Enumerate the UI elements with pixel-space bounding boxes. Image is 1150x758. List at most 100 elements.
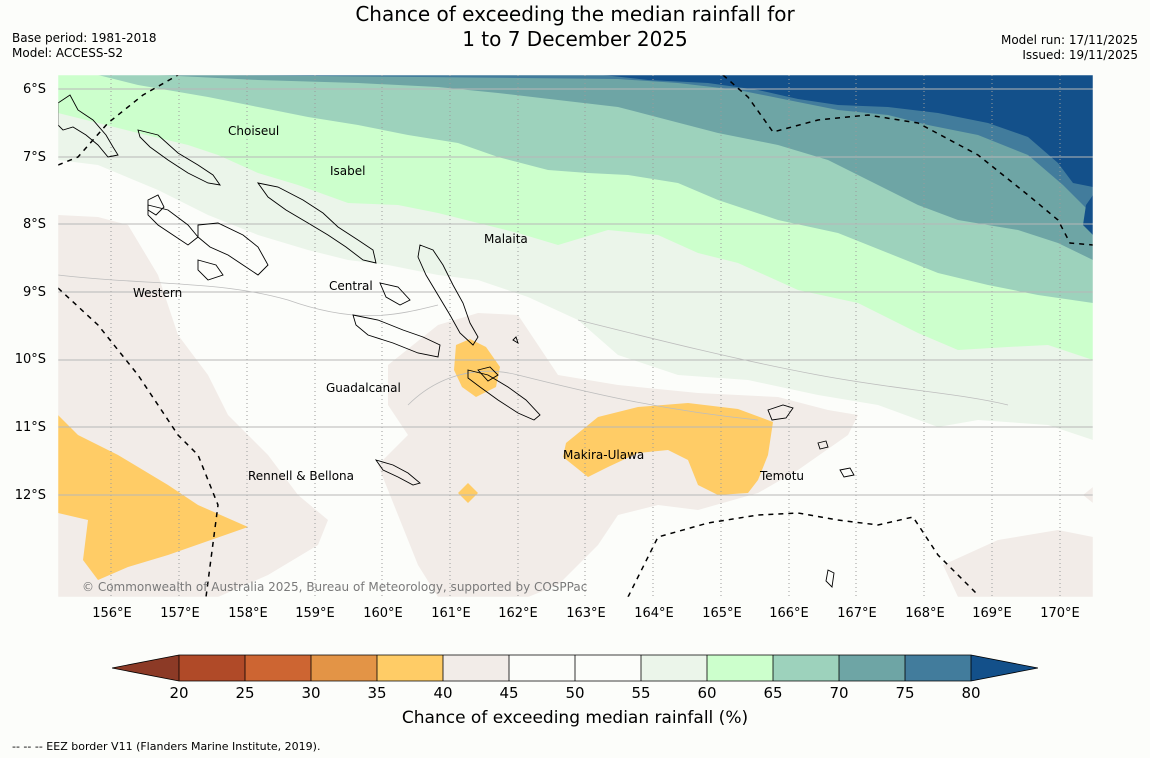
island-new-georgia: [147, 204, 199, 246]
island-makira: [467, 369, 541, 421]
lon-label: 161°E: [431, 606, 471, 621]
lon-label: 157°E: [160, 606, 200, 621]
band-35-40-west: [58, 415, 248, 580]
lon-label: 158°E: [228, 606, 268, 621]
rainfall-map: [58, 75, 1093, 597]
lon-label: 167°E: [837, 606, 877, 621]
colorbar-segment: [905, 655, 971, 681]
title-line-2: 1 to 7 December 2025: [462, 27, 688, 51]
colorbar-tick: 70: [829, 684, 849, 702]
colorbar-arrow-high: [971, 655, 1038, 681]
colorbar-arrow-low: [112, 655, 179, 681]
region-label-central: Central: [329, 279, 373, 293]
colorbar-label: Chance of exceeding median rainfall (%): [401, 708, 749, 728]
band-35-40-speck: [458, 483, 478, 503]
lat-label: 12°S: [14, 488, 46, 503]
colorbar-segment: [509, 655, 575, 681]
island-rennell: [374, 459, 421, 486]
map-title: Chance of exceeding the median rainfall …: [0, 2, 1150, 52]
band-40-45-southeast: [943, 530, 1093, 597]
run-info: Model run: 17/11/2025 Issued: 19/11/2025: [1001, 33, 1138, 63]
lon-label: 165°E: [702, 606, 742, 621]
lon-label: 166°E: [769, 606, 809, 621]
colorbar-segment: [179, 655, 245, 681]
island-florida: [379, 282, 411, 306]
band-35-40-guadalcanal-north: [454, 339, 500, 397]
colorbar-tick: 20: [169, 684, 189, 702]
colorbar: [112, 654, 1038, 682]
colorbar-tick: 25: [235, 684, 255, 702]
colorbar-segment: [575, 655, 641, 681]
model-run: Model run: 17/11/2025: [1000, 33, 1138, 47]
island-tikopia: [825, 569, 835, 588]
region-label-isabel: Isabel: [330, 164, 366, 178]
copyright-notice: © Commonwealth of Australia 2025, Bureau…: [82, 580, 588, 594]
island-sikaiana: [512, 336, 519, 345]
lat-label: 6°S: [22, 82, 46, 97]
band-75-80: [218, 75, 1093, 215]
colorbar-segment: [707, 655, 773, 681]
coastlines: [58, 94, 855, 588]
lat-label: 10°S: [14, 352, 46, 367]
contour-lines: [58, 274, 1009, 421]
island-vella-lavella: [147, 194, 165, 216]
lat-label: 8°S: [22, 217, 46, 232]
lon-label: 169°E: [972, 606, 1012, 621]
colorbar-tick: 80: [961, 684, 981, 702]
island-choiseul: [58, 94, 119, 158]
colorbar-segment: [377, 655, 443, 681]
colorbar-segment: [443, 655, 509, 681]
island-isabel: [256, 182, 377, 264]
island-small-makira: [477, 366, 499, 382]
model-name: Model: ACCESS-S2: [12, 46, 124, 60]
lat-label: 11°S: [14, 420, 46, 435]
island-rendova: [197, 259, 224, 281]
colorbar-tick: 45: [499, 684, 519, 702]
colorbar-tick: 75: [895, 684, 915, 702]
eez-legend-note: -- -- -- EEZ border V11 (Flanders Marine…: [12, 740, 321, 753]
lon-label: 163°E: [566, 606, 606, 621]
region-label-temotu: Temotu: [760, 469, 805, 483]
lon-label: 156°E: [92, 606, 132, 621]
lon-label: 168°E: [905, 606, 945, 621]
island-santa-cruz: [767, 404, 794, 421]
island-utupua: [817, 440, 829, 450]
region-label-malaita: Malaita: [484, 232, 528, 246]
colorbar-tick: 35: [367, 684, 387, 702]
colorbar-tick: 65: [763, 684, 783, 702]
lon-label: 164°E: [634, 606, 674, 621]
gridlines: [58, 75, 1093, 597]
lon-label: 162°E: [498, 606, 538, 621]
island-choiseul-south: [137, 129, 221, 186]
colorbar-segment: [641, 655, 707, 681]
issued-date: Issued: 19/11/2025: [1022, 48, 1138, 62]
band-70-75: [158, 75, 1093, 260]
band-above-80: [603, 75, 1093, 187]
base-period: Base period: 1981-2018: [12, 31, 157, 45]
island-vanikoro: [839, 467, 855, 478]
band-above-80-east: [1083, 195, 1093, 235]
lon-label: 160°E: [363, 606, 403, 621]
lon-label: 159°E: [295, 606, 335, 621]
colorbar-segment: [773, 655, 839, 681]
region-label-rennell-bellona: Rennell & Bellona: [248, 469, 355, 483]
colorbar-segment: [839, 655, 905, 681]
island-new-georgia-2: [197, 222, 269, 276]
lon-label: 170°E: [1040, 606, 1080, 621]
model-info: Base period: 1981-2018 Model: ACCESS-S2: [12, 31, 157, 61]
colorbar-tick: 60: [697, 684, 717, 702]
lat-label: 7°S: [22, 150, 46, 165]
colorbar-segment: [245, 655, 311, 681]
eez-border: [58, 75, 1093, 597]
colorbar-tick: 50: [565, 684, 585, 702]
title-line-1: Chance of exceeding the median rainfall …: [355, 2, 795, 26]
colorbar-tick: 30: [301, 684, 321, 702]
colorbar-tick: 40: [433, 684, 453, 702]
region-label-choiseul: Choiseul: [228, 124, 280, 138]
colorbar-tick: 55: [631, 684, 651, 702]
island-guadalcanal: [352, 314, 441, 358]
island-malaita: [417, 244, 479, 346]
lat-label: 9°S: [22, 285, 46, 300]
region-label-makira-ulawa: Makira-Ulawa: [563, 448, 645, 462]
region-label-guadalcanal: Guadalcanal: [326, 381, 401, 395]
